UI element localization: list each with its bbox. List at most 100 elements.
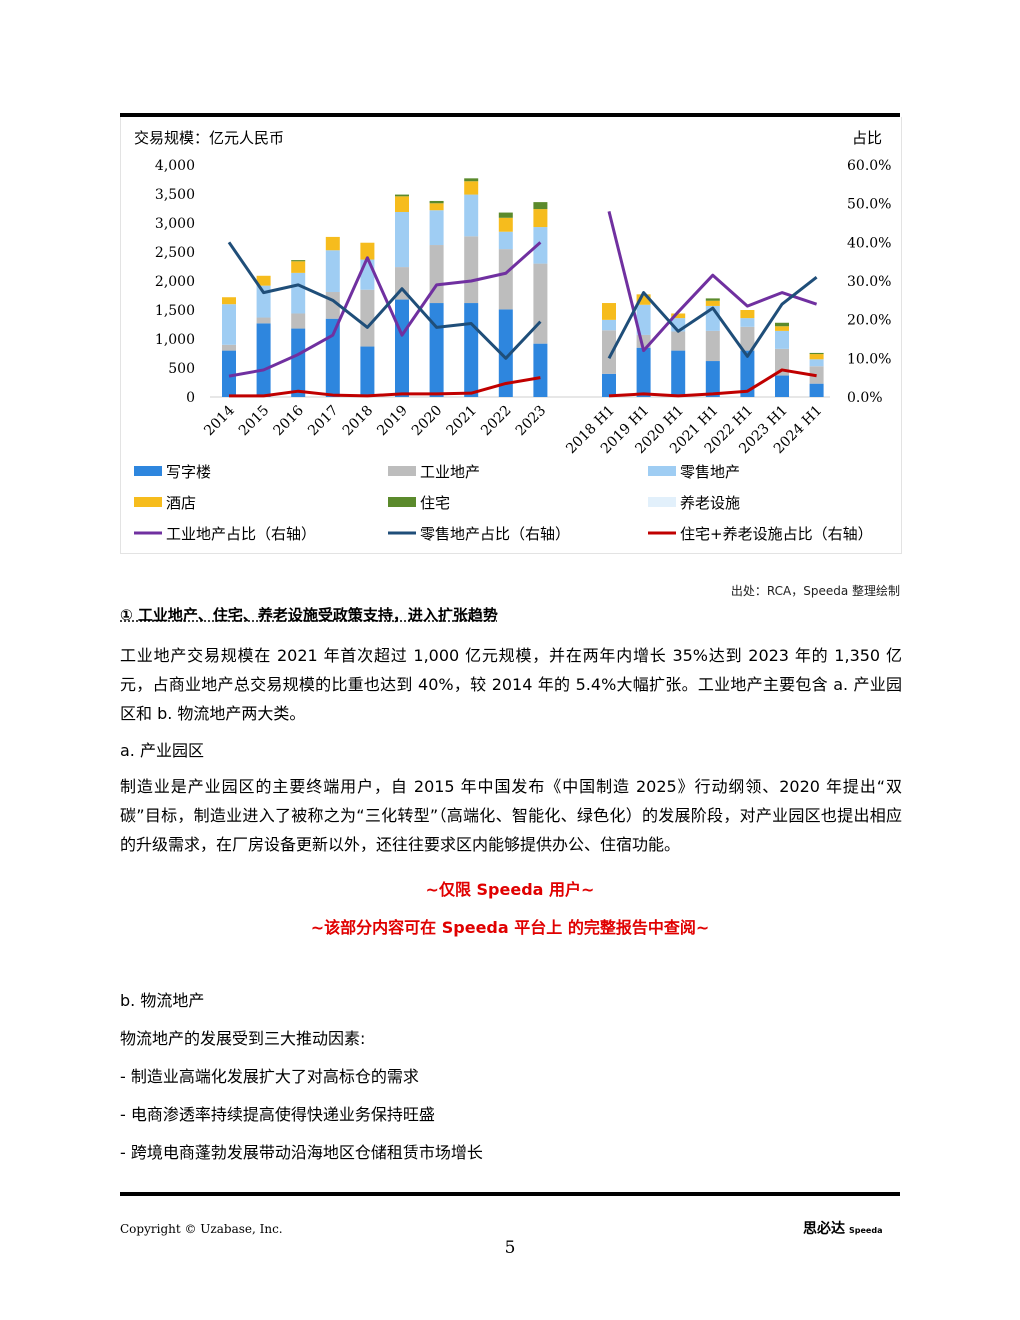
- paragraph-industrial-volume: 工业地产交易规模在 2021 年首次超过 1,000 亿元规模，并在两年内增长 …: [120, 646, 902, 723]
- legend-label: 零售地产占比（右轴）: [420, 525, 570, 543]
- bar-segment: [429, 203, 444, 211]
- bar-segment: [395, 211, 409, 268]
- left-tick-label: 3,000: [155, 216, 195, 232]
- bar-segment: [498, 231, 513, 250]
- legend-label: 养老设施: [680, 494, 740, 512]
- left-tick-label: 2,500: [155, 245, 195, 261]
- bar-segment: [533, 343, 548, 397]
- bar-segment: [809, 352, 824, 355]
- source-note: 出处：RCA，Speeda 整理绘制: [730, 584, 900, 598]
- logo-en: Speeda: [849, 1226, 883, 1235]
- x-tick-label: 2019: [374, 403, 411, 440]
- legend-swatch: [134, 497, 162, 507]
- right-tick-label: 0.0%: [847, 390, 883, 406]
- bar-segment: [775, 322, 789, 327]
- bar-segment: [291, 313, 306, 329]
- x-tick-label: 2021: [444, 403, 481, 440]
- bar-segment: [429, 303, 444, 397]
- right-tick-label: 40.0%: [847, 235, 891, 251]
- bar-segment: [602, 373, 616, 397]
- bar-segment: [498, 212, 513, 218]
- legend-label: 工业地产: [420, 463, 480, 481]
- bar-segment: [740, 310, 755, 319]
- x-tick-label: 2022: [478, 403, 515, 440]
- right-tick-label: 60.0%: [847, 158, 891, 174]
- bar-segment: [464, 181, 479, 195]
- bar-segment: [325, 250, 340, 293]
- bar-segment: [222, 297, 236, 305]
- x-tick-label: 2014: [201, 402, 238, 439]
- bar-segment: [809, 354, 824, 360]
- bar-segment: [464, 178, 479, 182]
- top-rule: [120, 113, 900, 117]
- bar-segment: [636, 294, 651, 305]
- right-tick-label: 20.0%: [847, 313, 891, 329]
- bar-segment: [775, 330, 789, 349]
- bar-segment: [325, 236, 340, 251]
- subheading-logistics: b. 物流地产: [120, 991, 205, 1010]
- legend-swatch: [388, 497, 416, 507]
- bar-segment: [222, 344, 236, 351]
- copyright: Copyright © Uzabase, Inc.: [120, 1222, 283, 1236]
- line-marks: [227, 211, 818, 398]
- bar-segment: [291, 328, 306, 397]
- bar-segment: [464, 303, 479, 397]
- restricted-notice-line1: ~仅限 Speeda 用户~: [425, 880, 595, 899]
- bar-segment: [636, 347, 651, 397]
- bar-segment: [533, 202, 548, 210]
- bar-segment: [671, 350, 686, 397]
- legend-swatch: [388, 466, 416, 476]
- bar-segment: [740, 326, 755, 351]
- bar-segment: [360, 289, 375, 347]
- bar-segment: [291, 272, 306, 314]
- legend-label: 工业地产占比（右轴）: [166, 525, 316, 543]
- bar-segment: [498, 217, 513, 232]
- bar-segment: [222, 350, 236, 397]
- driver-item: - 制造业高端化发展扩大了对高标仓的需求: [120, 1067, 419, 1086]
- left-tick-label: 1,000: [155, 332, 195, 348]
- bar-segment: [740, 350, 755, 397]
- bar-segment: [360, 346, 375, 397]
- right-tick-label: 30.0%: [847, 274, 891, 290]
- right-tick-label: 10.0%: [847, 351, 891, 367]
- bar-segment: [395, 194, 409, 197]
- left-tick-label: 0: [186, 390, 195, 406]
- series-line-half: [607, 211, 818, 353]
- bar-segment: [705, 298, 720, 301]
- x-tick-label: 2015: [236, 403, 273, 440]
- bar-segment: [809, 383, 824, 397]
- subheading-industrial-park: a. 产业园区: [120, 741, 204, 760]
- bar-segment: [256, 323, 271, 397]
- series-line-annual: [229, 376, 541, 398]
- right-axis-label: 占比: [852, 129, 882, 147]
- bottom-rule: [120, 1192, 900, 1196]
- drivers-intro: 物流地产的发展受到三大推动因素:: [120, 1029, 366, 1048]
- series-line-half: [607, 275, 818, 360]
- series-line-annual: [228, 241, 542, 378]
- bar-segment: [602, 303, 616, 320]
- legend-swatch: [648, 497, 676, 507]
- bar-segment: [533, 227, 548, 264]
- legend-label: 写字楼: [166, 463, 211, 481]
- bar-segment: [429, 210, 444, 246]
- left-tick-label: 4,000: [155, 158, 195, 174]
- bar-segment: [464, 236, 479, 304]
- bar-segment: [705, 300, 720, 306]
- brand-logo: 思必达 Speeda: [803, 1218, 882, 1238]
- bar-segment: [291, 260, 306, 262]
- left-tick-label: 500: [168, 361, 195, 377]
- left-tick-label: 2,000: [155, 274, 195, 290]
- bar-segment: [740, 318, 755, 327]
- bar-segment: [775, 375, 789, 397]
- series-line-half: [608, 368, 817, 398]
- bar-segment: [671, 313, 686, 319]
- legend-label: 酒店: [166, 494, 196, 512]
- bar-segment: [533, 263, 548, 344]
- bar-segment: [671, 331, 686, 351]
- legend-label: 住宅+养老设施占比（右轴）: [680, 525, 873, 543]
- x-tick-label: 2017: [305, 403, 342, 440]
- bar-segment: [256, 285, 271, 318]
- bar-segment: [498, 309, 513, 397]
- x-tick-label: 2023: [513, 403, 550, 440]
